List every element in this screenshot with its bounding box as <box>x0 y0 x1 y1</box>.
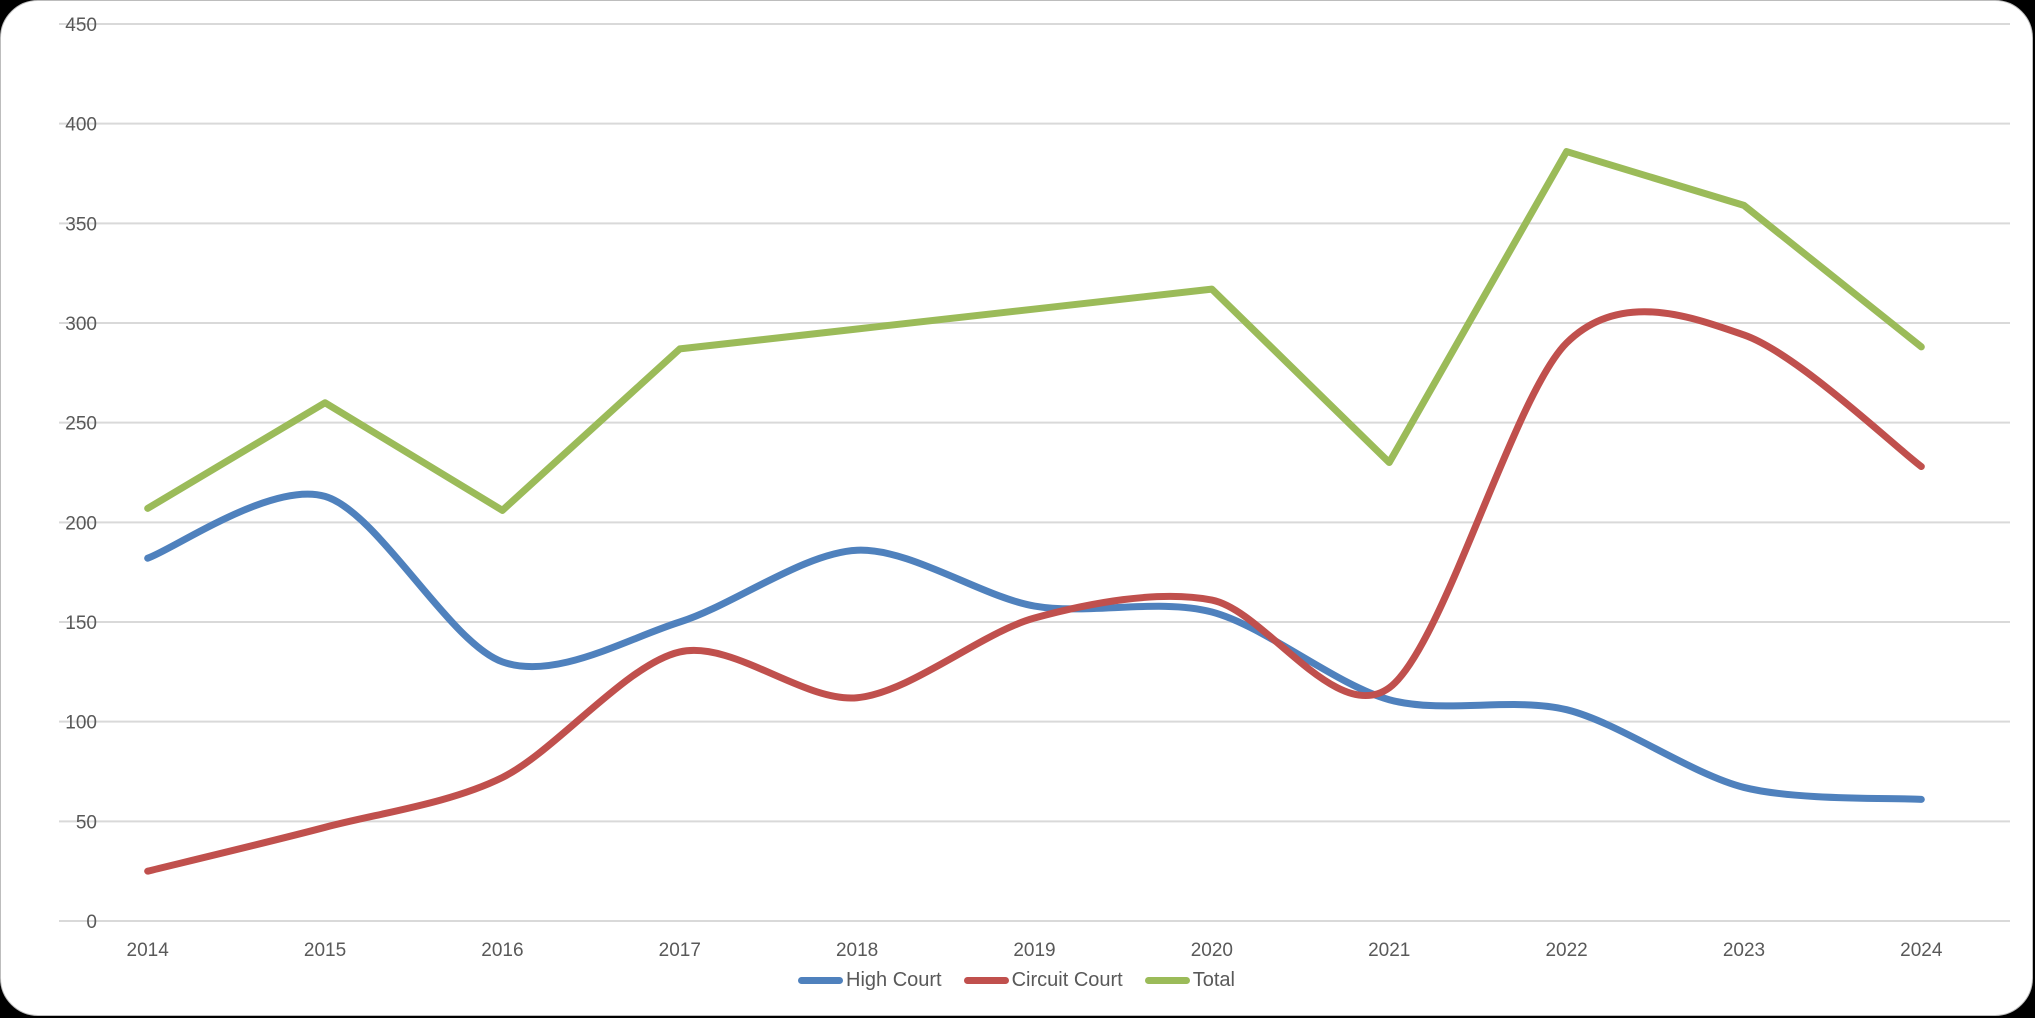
y-axis-tick-label-0: 0 <box>86 912 97 933</box>
legend-label-circuit-court: Circuit Court <box>1011 969 1123 991</box>
legend-label-high-court: High Court <box>846 969 942 991</box>
gridlines <box>59 23 2010 922</box>
y-axis-tick-label-450: 450 <box>65 15 97 36</box>
y-axis-labels: 0 50 100 150 200 250 300 350 400 450 <box>65 15 97 933</box>
x-axis-tick-label-2016: 2016 <box>481 940 523 961</box>
x-axis-labels: 2014 2015 2016 2017 2018 2019 2020 2021 2022 2023… <box>127 940 1943 961</box>
y-axis-tick-label-350: 350 <box>65 214 97 235</box>
legend-swatch-high-court <box>798 976 843 984</box>
x-axis-tick-label-2020: 2020 <box>1191 940 1233 961</box>
x-axis-tick-label-2021: 2021 <box>1368 940 1410 961</box>
legend-item-high-court: High Court <box>798 970 942 990</box>
legend-swatch-circuit-court <box>963 976 1009 984</box>
legend-item-total: Total <box>1144 969 1235 991</box>
x-axis-tick-label-2015: 2015 <box>304 940 346 961</box>
legend-swatch-total <box>1144 976 1190 984</box>
series-line-circuit-court <box>144 308 1925 875</box>
x-axis-tick-label-2018: 2018 <box>836 940 878 961</box>
x-axis-tick-label-2023: 2023 <box>1723 940 1765 961</box>
y-axis-tick-label-150: 150 <box>65 613 97 634</box>
series-line-high-court <box>144 490 1925 803</box>
y-axis-tick-label-400: 400 <box>65 115 97 136</box>
y-axis-tick-label-100: 100 <box>65 713 97 734</box>
x-axis-tick-label-2024: 2024 <box>1900 940 1943 961</box>
y-axis-tick-label-200: 200 <box>65 513 97 534</box>
x-axis-tick-label-2019: 2019 <box>1013 940 1055 961</box>
series-line-total <box>144 148 1925 514</box>
y-axis-tick-label-250: 250 <box>65 414 97 435</box>
chart-legend: High Court Circuit Court Total <box>1 970 2032 990</box>
y-axis-tick-label-50: 50 <box>76 812 97 833</box>
x-axis-tick-label-2017: 2017 <box>659 940 701 961</box>
y-axis-tick-label-300: 300 <box>65 314 97 335</box>
legend-item-circuit-court: Circuit Court <box>963 969 1123 991</box>
x-axis-tick-label-2022: 2022 <box>1545 940 1587 961</box>
series-lines <box>144 148 1925 875</box>
x-axis-tick-label-2014: 2014 <box>127 940 170 961</box>
legend-label-total: Total <box>1192 969 1235 991</box>
